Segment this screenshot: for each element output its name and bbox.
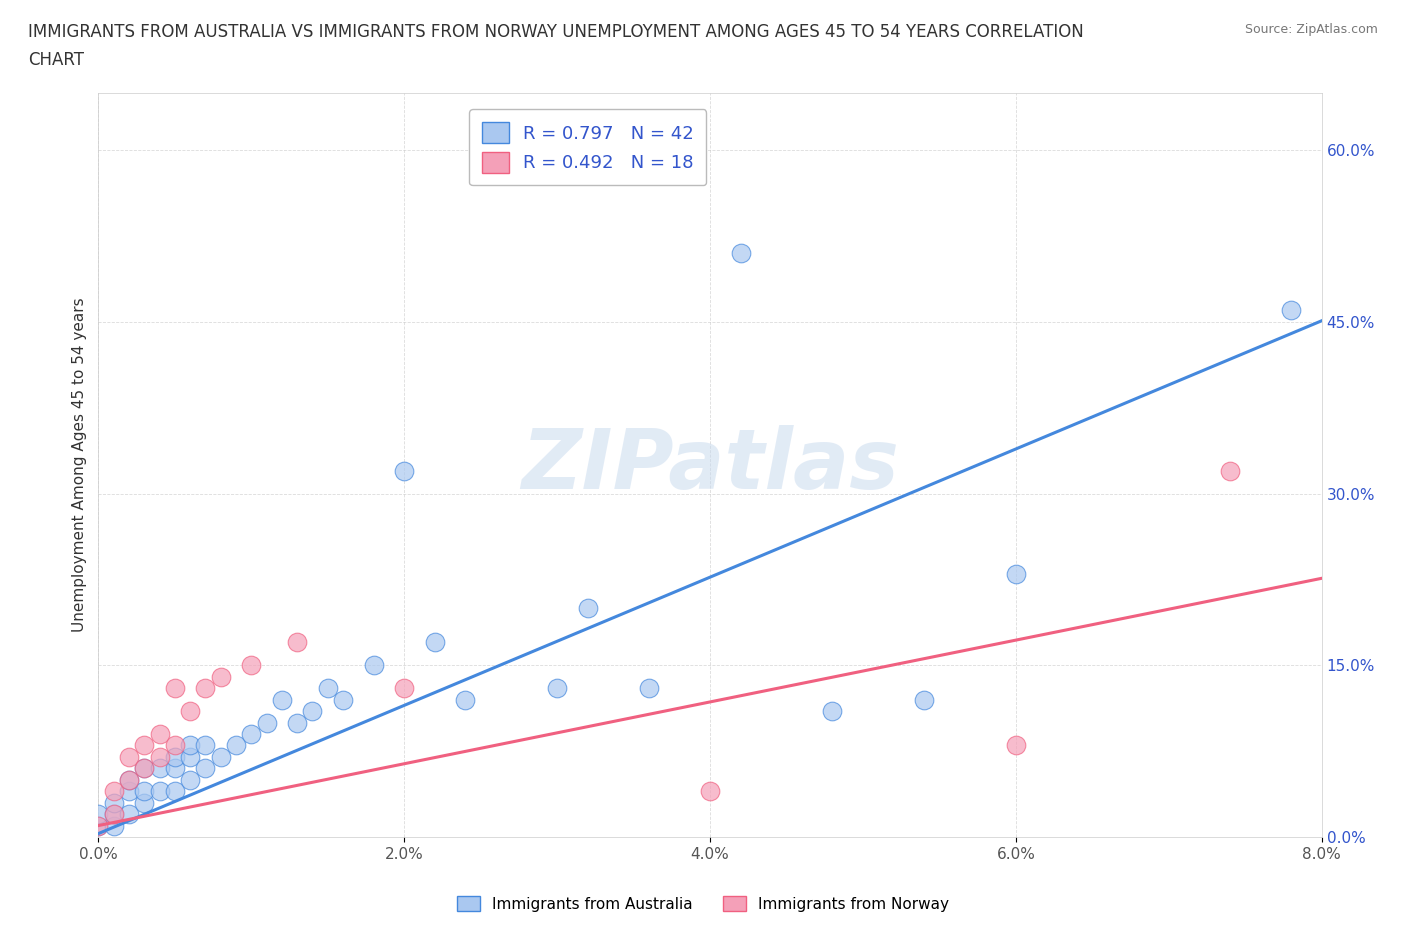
Point (118, 784, 141, 799)
Point (179, 772, 201, 787)
Legend: R = 0.797   N = 42, R = 0.492   N = 18: R = 0.797 N = 42, R = 0.492 N = 18 (470, 110, 706, 185)
Text: CHART: CHART (28, 51, 84, 69)
Point (316, 681, 339, 696)
Text: Source: ZipAtlas.com: Source: ZipAtlas.com (1244, 23, 1378, 36)
Point (149, 750, 172, 764)
Point (163, 750, 186, 764)
Point (103, 784, 125, 799)
Point (103, 795, 125, 810)
Point (87, 818, 110, 833)
Point (912, 692, 935, 707)
Point (149, 726, 172, 741)
Point (270, 692, 294, 707)
Point (1004, 738, 1026, 753)
Point (637, 681, 661, 696)
Point (163, 784, 186, 799)
Point (134, 784, 156, 799)
Point (194, 738, 217, 753)
Point (179, 704, 201, 719)
Point (103, 806, 125, 821)
Point (134, 738, 156, 753)
Point (103, 818, 125, 833)
Point (363, 658, 385, 672)
Point (546, 681, 568, 696)
Point (194, 761, 217, 776)
Point (209, 670, 232, 684)
Point (149, 784, 172, 799)
Point (285, 635, 308, 650)
Y-axis label: Unemployment Among Ages 45 to 54 years: Unemployment Among Ages 45 to 54 years (72, 298, 87, 632)
Point (163, 681, 186, 696)
Point (821, 704, 844, 719)
Legend: Immigrants from Australia, Immigrants from Norway: Immigrants from Australia, Immigrants fr… (451, 889, 955, 918)
Point (163, 738, 186, 753)
Point (730, 246, 752, 260)
Point (256, 715, 278, 730)
Point (179, 750, 201, 764)
Point (285, 715, 308, 730)
Point (134, 761, 156, 776)
Point (118, 806, 141, 821)
Point (1004, 566, 1026, 581)
Point (576, 601, 599, 616)
Point (225, 738, 247, 753)
Point (118, 772, 141, 787)
Point (134, 795, 156, 810)
Point (240, 726, 263, 741)
Point (118, 750, 141, 764)
Point (194, 681, 217, 696)
Point (87, 818, 110, 833)
Point (87, 806, 110, 821)
Point (134, 761, 156, 776)
Point (209, 750, 232, 764)
Point (103, 806, 125, 821)
Point (392, 681, 416, 696)
Point (699, 784, 721, 799)
Text: IMMIGRANTS FROM AUSTRALIA VS IMMIGRANTS FROM NORWAY UNEMPLOYMENT AMONG AGES 45 T: IMMIGRANTS FROM AUSTRALIA VS IMMIGRANTS … (28, 23, 1084, 41)
Point (240, 658, 263, 672)
Point (423, 635, 446, 650)
Text: ZIPatlas: ZIPatlas (522, 424, 898, 506)
Point (179, 738, 201, 753)
Point (392, 463, 416, 478)
Point (163, 761, 186, 776)
Point (149, 761, 172, 776)
Point (118, 772, 141, 787)
Point (301, 704, 323, 719)
Point (1219, 463, 1241, 478)
Point (454, 692, 477, 707)
Point (332, 692, 354, 707)
Point (1279, 303, 1302, 318)
